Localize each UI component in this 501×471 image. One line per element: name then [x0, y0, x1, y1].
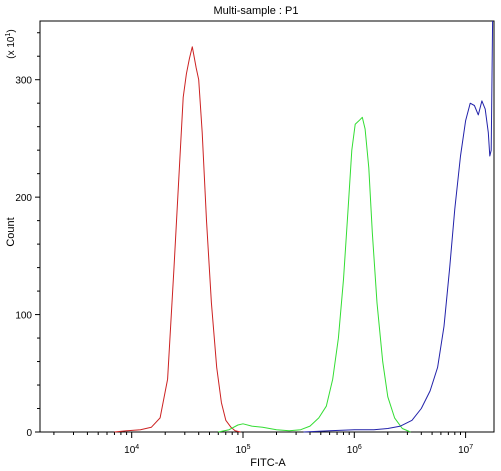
- y-multiplier-exponent: 1: [5, 33, 12, 37]
- series-line-3: [303, 20, 494, 433]
- x-tick-label: 104: [124, 444, 139, 456]
- x-tick-label: 107: [458, 444, 473, 456]
- x-tick-label: 105: [235, 444, 250, 456]
- plot-area: 0 100 200 300 104 105 106 107: [15, 20, 495, 456]
- y-multiplier-prefix: (x 10: [6, 36, 17, 59]
- chart-title: Multi-sample : P1: [214, 5, 299, 17]
- y-tick-label: 300: [15, 76, 32, 87]
- series-line-1: [114, 46, 241, 433]
- plot-frame: [39, 20, 495, 433]
- y-tick-label: 200: [15, 193, 32, 204]
- y-tick-label: 0: [26, 428, 32, 439]
- y-tick-label: 100: [15, 311, 32, 322]
- series-line-2: [218, 116, 411, 433]
- x-tick-label: 106: [347, 444, 362, 456]
- x-axis-label: FITC-A: [250, 457, 286, 469]
- y-multiplier-label: (x 101): [5, 29, 17, 58]
- y-multiplier-suffix: ): [6, 29, 17, 32]
- y-axis-label: Count: [5, 217, 17, 246]
